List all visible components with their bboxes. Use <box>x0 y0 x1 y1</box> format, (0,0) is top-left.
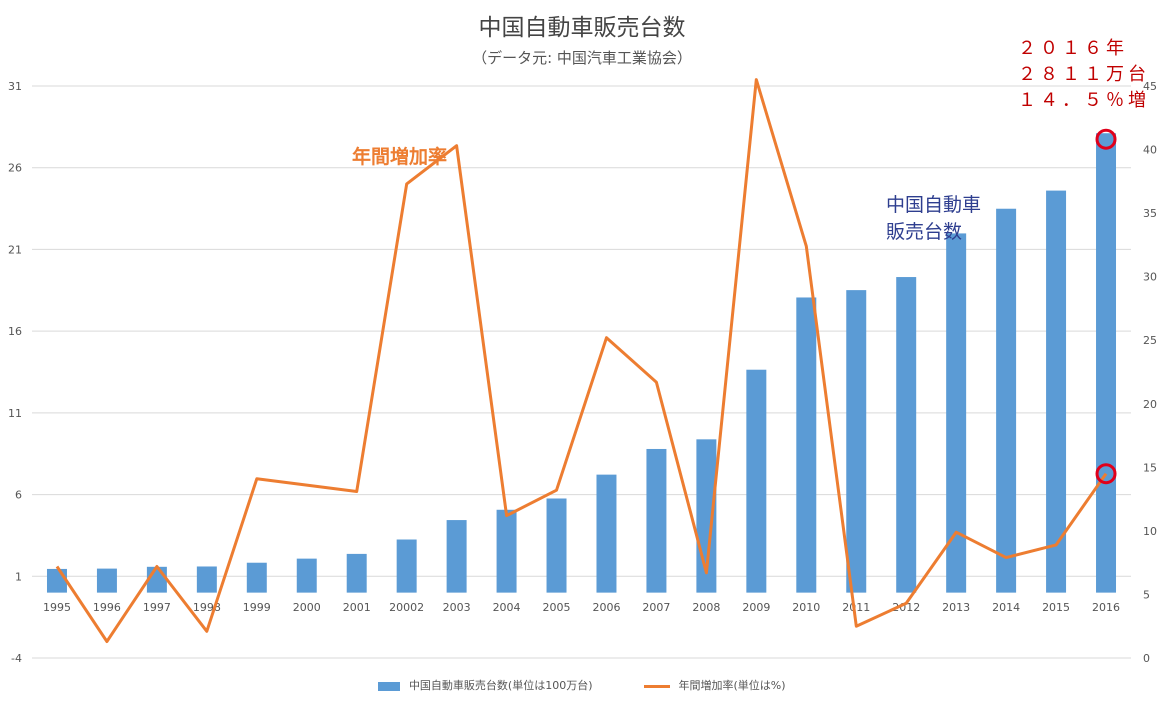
bar <box>96 568 117 593</box>
legend-line-swatch <box>644 684 671 688</box>
y-right-tick-label: 0 <box>1143 652 1150 665</box>
bar <box>196 566 217 593</box>
y-right-tick-label: 25 <box>1143 334 1157 347</box>
bar <box>996 208 1017 593</box>
highlight-circle-sales <box>1095 128 1117 150</box>
bar <box>946 233 967 593</box>
bar <box>546 498 567 593</box>
sales-annotation: 中国自動車 販売台数 <box>886 192 981 246</box>
bar <box>746 369 767 593</box>
growth-rate-annotation: 年間増加率 <box>352 146 448 168</box>
bar <box>596 474 617 593</box>
bar <box>146 566 167 593</box>
sales-annotation-line2: 販売台数 <box>886 221 963 243</box>
y-left-tick-label: 21 <box>8 243 22 256</box>
y-right-tick-label: 5 <box>1143 588 1150 601</box>
y-right-tick-label: 35 <box>1143 207 1157 220</box>
y-right-tick-label: 15 <box>1143 461 1157 474</box>
highlight-circle-growth <box>1095 463 1117 485</box>
x-tick-label: 1999 <box>243 601 271 614</box>
year-2016-annotation-line2: ２８１１万台 <box>1018 64 1150 85</box>
bar <box>296 558 317 593</box>
bar <box>46 568 67 593</box>
x-tick-label: 2007 <box>642 601 670 614</box>
x-tick-label: 1996 <box>93 601 121 614</box>
y-right-tick-label: 40 <box>1143 144 1157 157</box>
x-tick-label: 2000 <box>293 601 321 614</box>
chart-legend: 中国自動車販売台数(単位は100万台) 年間増加率(単位は%) <box>0 677 1164 693</box>
bar <box>246 562 267 593</box>
y-right-tick-label: 30 <box>1143 271 1157 284</box>
x-tick-label: 1997 <box>143 601 171 614</box>
legend-item-sales[interactable]: 中国自動車販売台数(単位は100万台) <box>378 677 593 693</box>
y-left-tick-label: 11 <box>8 407 22 420</box>
x-tick-label: 2003 <box>443 601 471 614</box>
legend-item-growth[interactable]: 年間増加率(単位は%) <box>644 677 786 693</box>
year-2016-annotation-line3: １４．５％増 <box>1018 90 1150 111</box>
legend-label-growth: 年間増加率(単位は%) <box>678 679 786 692</box>
bar <box>446 520 467 593</box>
legend-label-sales: 中国自動車販売台数(単位は100万台) <box>408 679 593 692</box>
x-tick-label: 1995 <box>43 601 71 614</box>
y-right-tick-label: 45 <box>1143 80 1157 93</box>
x-tick-label: 20002 <box>389 601 424 614</box>
x-tick-label: 2009 <box>742 601 770 614</box>
growth-rate-line <box>55 78 1108 643</box>
y-right-tick-label: 20 <box>1143 398 1157 411</box>
sales-annotation-line1: 中国自動車 <box>886 194 982 216</box>
x-tick-label: 2010 <box>792 601 820 614</box>
x-tick-label: 2001 <box>343 601 371 614</box>
bar <box>1046 190 1067 593</box>
y-left-tick-label: 16 <box>8 325 22 338</box>
legend-bar-swatch <box>378 681 401 691</box>
bar <box>846 290 867 593</box>
x-tick-label: 2011 <box>842 601 870 614</box>
x-tick-label: 2004 <box>493 601 521 614</box>
y-left-tick-label: -4 <box>11 652 22 665</box>
y-left-tick-label: 26 <box>8 162 22 175</box>
x-tick-label: 2015 <box>1042 601 1070 614</box>
x-tick-label: 2013 <box>942 601 970 614</box>
x-tick-label: 2014 <box>992 601 1020 614</box>
bar <box>496 509 517 593</box>
x-tick-label: 2016 <box>1092 601 1120 614</box>
bar <box>796 297 817 593</box>
y-left-tick-label: 6 <box>15 489 22 502</box>
chart-subtitle: （データ元: 中国汽車工業協会） <box>472 49 692 67</box>
x-tick-label: 2006 <box>592 601 620 614</box>
y-left-tick-label: 1 <box>15 570 22 583</box>
bar <box>346 553 367 593</box>
year-2016-annotation: ２０１６年 ２８１１万台 １４．５％増 <box>1018 36 1150 114</box>
chart-title: 中国自動車販売台数 <box>478 15 686 41</box>
x-tick-label: 2012 <box>892 601 920 614</box>
x-tick-label: 2005 <box>543 601 571 614</box>
bar <box>1096 133 1117 593</box>
bar <box>396 539 417 593</box>
y-left-tick-label: 31 <box>8 80 22 93</box>
bar <box>896 277 917 593</box>
bar <box>646 448 667 593</box>
year-2016-annotation-line1: ２０１６年 <box>1018 38 1128 59</box>
x-tick-label: 2008 <box>692 601 720 614</box>
y-right-tick-label: 10 <box>1143 525 1157 538</box>
